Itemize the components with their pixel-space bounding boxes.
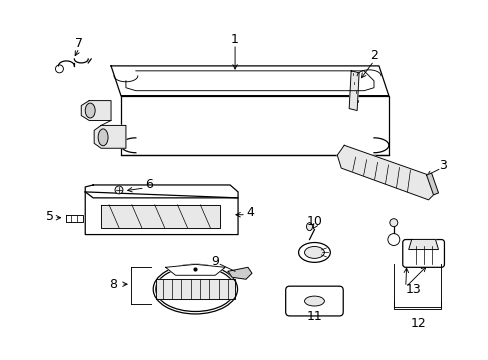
Polygon shape: [94, 125, 126, 148]
Polygon shape: [81, 100, 111, 121]
Ellipse shape: [304, 247, 324, 258]
Ellipse shape: [98, 129, 108, 146]
Ellipse shape: [298, 243, 330, 262]
Text: 11: 11: [306, 310, 322, 323]
Circle shape: [115, 186, 122, 194]
Ellipse shape: [304, 296, 324, 306]
Polygon shape: [101, 205, 220, 228]
Polygon shape: [85, 185, 238, 198]
Text: 13: 13: [405, 283, 421, 296]
Text: 9: 9: [211, 255, 219, 268]
Text: 4: 4: [245, 206, 253, 219]
Polygon shape: [111, 66, 388, 96]
Text: 8: 8: [109, 278, 117, 291]
FancyBboxPatch shape: [402, 239, 444, 267]
Text: 2: 2: [369, 49, 377, 63]
Text: 7: 7: [75, 37, 83, 50]
Polygon shape: [408, 239, 438, 249]
Text: 10: 10: [306, 215, 322, 228]
Text: 6: 6: [144, 179, 152, 192]
Ellipse shape: [85, 103, 95, 118]
Polygon shape: [337, 145, 433, 200]
Polygon shape: [121, 96, 388, 155]
Circle shape: [387, 234, 399, 246]
Ellipse shape: [155, 267, 235, 311]
Polygon shape: [85, 192, 238, 235]
Text: 12: 12: [410, 318, 426, 330]
Polygon shape: [155, 279, 235, 299]
Circle shape: [389, 219, 397, 227]
FancyBboxPatch shape: [285, 286, 343, 316]
Polygon shape: [348, 71, 358, 111]
Polygon shape: [228, 267, 251, 279]
Ellipse shape: [306, 223, 312, 231]
Polygon shape: [165, 264, 224, 275]
Text: 1: 1: [231, 33, 239, 46]
Text: 5: 5: [45, 210, 53, 223]
Polygon shape: [66, 215, 83, 222]
Text: 3: 3: [439, 159, 447, 172]
Polygon shape: [426, 173, 438, 195]
Circle shape: [55, 65, 63, 73]
